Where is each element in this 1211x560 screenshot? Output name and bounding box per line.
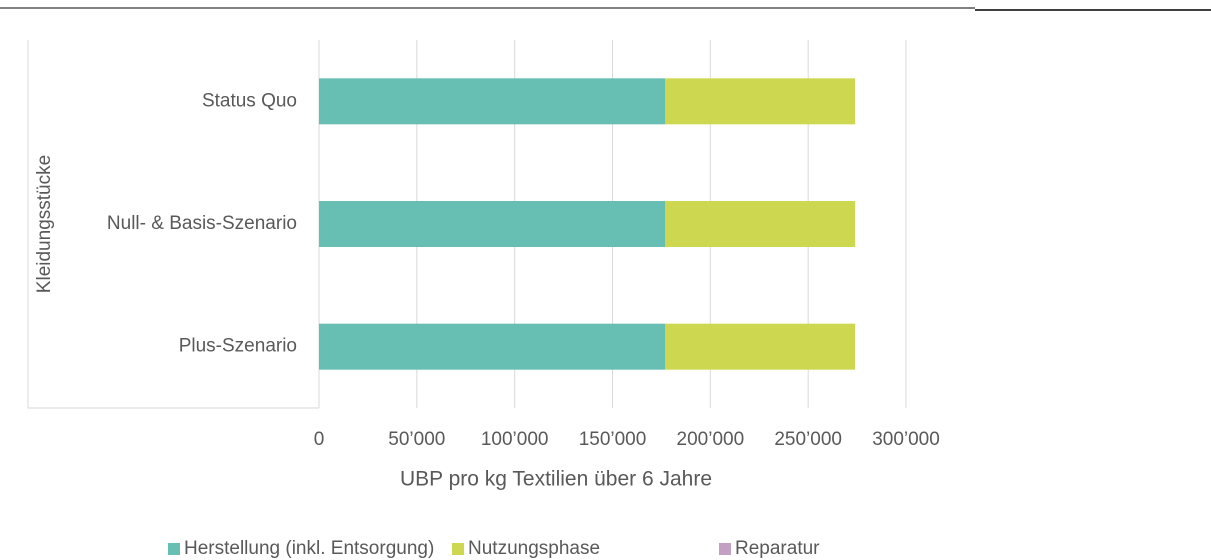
x-tick-label: 300’000 [872,429,940,450]
y-axis-title: Kleidungsstücke [34,155,55,293]
x-tick-label: 250’000 [774,429,842,450]
bar-segment [665,78,856,125]
x-tick-label: 200’000 [677,429,745,450]
y-tick-label: Null- & Basis-Szenario [107,213,297,234]
legend-swatch [168,543,180,555]
legend-label: Reparatur [735,538,820,559]
x-axis-title: UBP pro kg Textilien über 6 Jahre [400,468,712,491]
legend-label: Nutzungsphase [468,538,600,559]
legend-swatch [719,543,731,555]
bar-segment [319,323,666,370]
category-axis [27,40,319,409]
bar-segment [319,201,666,247]
bar-segment [665,323,856,370]
x-tick-label: 0 [314,429,325,450]
x-tick-label: 50’000 [388,429,445,450]
bar-segment [319,78,666,125]
legend-label: Herstellung (inkl. Entsorgung) [184,538,434,559]
legend-swatch [452,543,464,555]
x-tick-label: 150’000 [579,429,647,450]
bar-segment [665,201,856,247]
y-tick-label: Status Quo [202,90,297,111]
x-tick-label: 100’000 [481,429,549,450]
y-tick-label: Plus-Szenario [179,336,297,357]
